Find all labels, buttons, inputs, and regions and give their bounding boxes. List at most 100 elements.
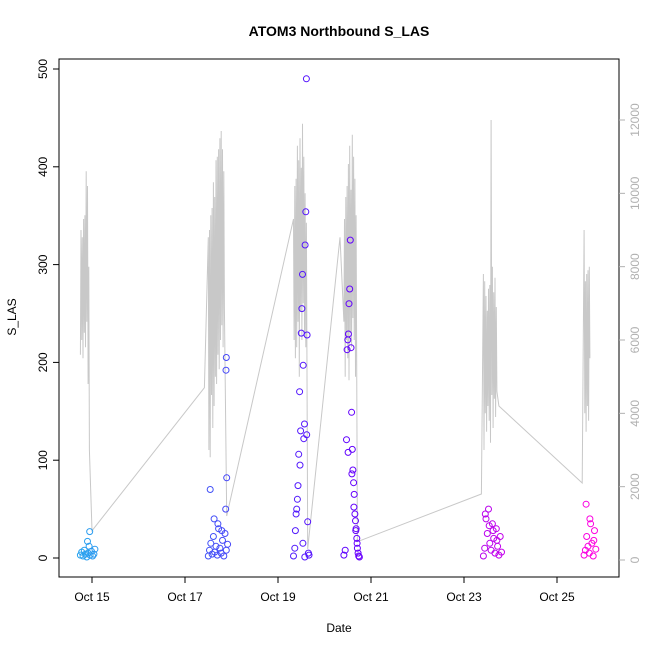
- data-point: [296, 461, 304, 469]
- y-axis-label: S_LAS: [5, 298, 19, 335]
- y-tick-label: 300: [36, 254, 50, 274]
- x-tick-label: Oct 17: [167, 590, 203, 604]
- data-point: [348, 470, 356, 478]
- x-tick-label: Oct 15: [74, 590, 110, 604]
- data-point: [218, 527, 226, 535]
- data-point: [486, 539, 494, 547]
- data-point: [213, 551, 221, 559]
- data-point: [222, 546, 230, 554]
- data-point: [89, 552, 97, 560]
- data-point: [590, 536, 598, 544]
- data-point: [482, 515, 490, 523]
- y2-tick-label: 4000: [628, 400, 642, 427]
- data-point: [582, 500, 590, 508]
- data-point: [343, 346, 351, 354]
- data-point: [349, 466, 357, 474]
- data-point: [301, 420, 308, 428]
- data-point: [591, 527, 598, 535]
- plot-frame: [58, 58, 620, 578]
- data-point: [352, 527, 360, 535]
- data-point: [483, 530, 491, 537]
- data-point: [348, 408, 356, 416]
- data-point: [348, 445, 356, 453]
- data-point: [340, 551, 348, 559]
- x-tick-label: Oct 19: [260, 590, 296, 604]
- data-point: [344, 330, 352, 338]
- data-point: [354, 549, 362, 557]
- data-point: [481, 544, 489, 552]
- data-point: [351, 510, 359, 518]
- data-point: [299, 361, 307, 369]
- data-point: [485, 522, 493, 530]
- data-point: [302, 75, 310, 83]
- data-point: [498, 548, 505, 556]
- data-point: [589, 552, 597, 560]
- x-axis-label: Date: [326, 621, 352, 635]
- data-point: [485, 505, 492, 513]
- x-tick-label: Oct 21: [353, 590, 389, 604]
- data-point: [222, 354, 230, 361]
- data-point: [352, 517, 359, 525]
- data-point: [494, 542, 502, 550]
- data-point: [292, 510, 300, 518]
- data-point: [206, 486, 214, 493]
- y2-tick-label: 2000: [628, 473, 642, 500]
- data-point: [355, 552, 363, 560]
- y-tick-label: 200: [36, 352, 50, 372]
- data-point: [355, 553, 363, 561]
- y2-tick-label: 0: [628, 556, 642, 563]
- data-point: [479, 552, 487, 560]
- axes: 0 100 200 300 400 500 0 2000 4000 6000 8000 10000 12…: [36, 58, 642, 604]
- data-point: [293, 505, 301, 513]
- x-tick-label: Oct 25: [539, 590, 575, 604]
- data-point: [583, 533, 591, 540]
- data-point: [291, 544, 299, 552]
- data-point: [209, 533, 217, 540]
- y2-tick-label: 6000: [628, 326, 642, 353]
- data-point: [347, 344, 355, 352]
- data-point: [222, 505, 230, 513]
- data-point: [222, 366, 230, 374]
- data-point: [223, 474, 231, 482]
- data-point: [304, 518, 312, 526]
- data-point: [350, 503, 358, 511]
- data-point: [353, 534, 361, 542]
- data-point: [353, 539, 361, 547]
- data-point: [303, 331, 311, 339]
- data-point: [586, 515, 594, 523]
- data-point: [592, 545, 600, 553]
- y2-tick-label: 12000: [628, 103, 642, 137]
- data-point: [299, 539, 307, 547]
- data-point: [587, 520, 595, 528]
- data-point: [90, 550, 98, 558]
- data-point: [207, 539, 215, 547]
- x-tick-label: Oct 23: [446, 590, 482, 604]
- data-point: [345, 300, 353, 308]
- plot-area: [76, 75, 600, 561]
- data-point: [496, 533, 504, 540]
- chart-title: ATOM3 Northbound S_LAS: [249, 23, 430, 39]
- data-point: [353, 544, 361, 552]
- data-point: [489, 527, 497, 535]
- y-tick-label: 500: [36, 59, 50, 79]
- data-point: [341, 546, 349, 554]
- data-point: [343, 436, 350, 444]
- data-point: [296, 388, 304, 396]
- data-point: [299, 270, 306, 278]
- data-point: [305, 551, 313, 559]
- data-point: [214, 520, 222, 528]
- data-point: [344, 448, 352, 456]
- y-tick-label: 100: [36, 450, 50, 470]
- y2-tick-label: 10000: [628, 176, 642, 210]
- data-point: [86, 528, 94, 536]
- data-point: [303, 431, 311, 439]
- data-point: [346, 285, 354, 293]
- data-point: [216, 544, 224, 552]
- data-point: [210, 515, 218, 523]
- data-point: [481, 510, 489, 518]
- data-point: [346, 236, 354, 244]
- data-point: [219, 536, 226, 544]
- data-point: [294, 482, 302, 490]
- data-point: [297, 427, 305, 435]
- data-point: [295, 450, 303, 458]
